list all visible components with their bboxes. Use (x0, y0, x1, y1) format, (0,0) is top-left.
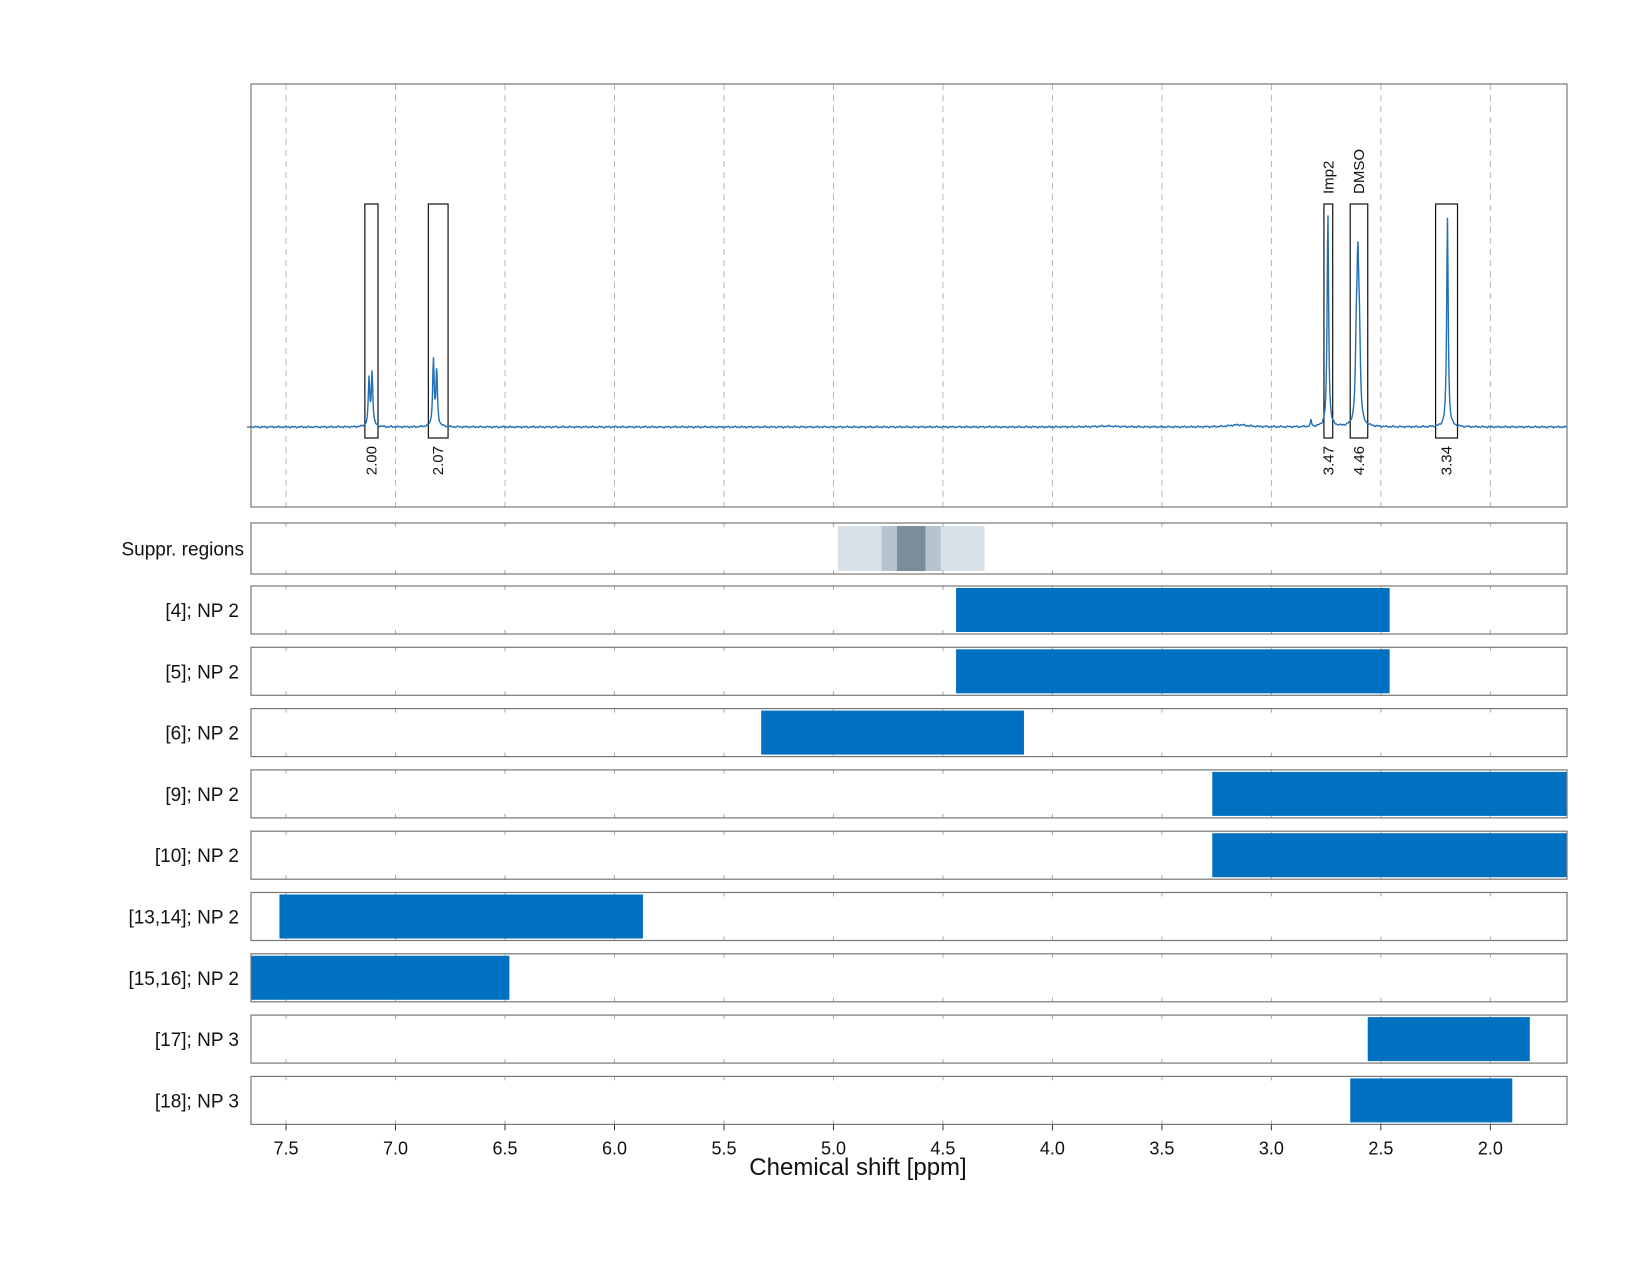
integral-value: 2.00 (363, 446, 380, 475)
assignment-bar (1212, 833, 1567, 878)
assignment-bar (761, 710, 1024, 755)
assignment-label: [5]; NP 2 (165, 662, 239, 683)
assignment-label: [13,14]; NP 2 (128, 908, 239, 929)
assignment-row: [10]; NP 2 (155, 830, 1568, 880)
suppressed-regions-label: Suppr. regions (121, 540, 244, 561)
x-tick-label: 2.0 (1478, 1138, 1503, 1158)
integration-labels: 2.00 2.07 3.47 Imp2 4.46 DMSO 3.34 (363, 149, 1455, 475)
x-tick-label: 2.5 (1368, 1138, 1393, 1158)
assignment-label: [4]; NP 2 (165, 601, 239, 622)
integration-box (1349, 203, 1369, 439)
assignment-row-bg (251, 1076, 1567, 1125)
spectrum-panel: 2.00 2.07 3.47 Imp2 4.46 DMSO 3.34 (247, 83, 1568, 508)
x-tick-label: 3.0 (1259, 1138, 1284, 1158)
x-tick-label: 5.0 (821, 1138, 846, 1158)
assignment-label: [10]; NP 2 (155, 846, 239, 867)
assignment-row: [18]; NP 3 (155, 1075, 1568, 1126)
assignment-row-frame (250, 830, 1568, 880)
assignment-row: [13,14]; NP 2 (128, 891, 1568, 942)
spectrum-line (250, 215, 1568, 429)
x-tick-label: 6.5 (492, 1138, 517, 1158)
integration-boxes (364, 203, 1459, 439)
assignment-row-frame (250, 953, 1568, 1003)
assignment-row: [15,16]; NP 2 (128, 953, 1568, 1003)
x-tick-label: 4.0 (1040, 1138, 1065, 1158)
integral-value: 4.46 (1351, 446, 1368, 475)
x-tick-label: 7.0 (383, 1138, 408, 1158)
assignment-row-frame (250, 769, 1568, 819)
assignment-bar (1350, 1078, 1513, 1123)
assignment-label: [6]; NP 2 (165, 724, 239, 745)
assignment-bar (1367, 1017, 1530, 1062)
integration-box (364, 203, 379, 439)
x-tick-label: 4.5 (930, 1138, 955, 1158)
integral-value: 3.34 (1439, 446, 1456, 475)
assignment-row-frame (250, 891, 1568, 942)
x-ticks: 7.5 7.0 6.5 6.0 5.5 5.0 4.5 4.0 3.5 3.0 2.5 2.0 (274, 1124, 1503, 1158)
x-axis: 7.5 7.0 6.5 6.0 5.5 5.0 4.5 4.0 3.5 3.0 2.5 2.0 Che… (274, 1124, 1503, 1181)
suppressed-regions-frame (250, 522, 1568, 575)
assignment-bar (956, 649, 1390, 694)
assignment-label: [17]; NP 3 (155, 1030, 239, 1051)
assignment-bar (279, 894, 643, 939)
assignment-row: [4]; NP 2 (165, 585, 1568, 635)
assignment-label: [18]; NP 3 (155, 1091, 239, 1112)
x-tick-label: 6.0 (602, 1138, 627, 1158)
assignment-bar (956, 588, 1390, 632)
integration-box (1323, 203, 1334, 439)
assignment-row: [9]; NP 2 (165, 769, 1568, 819)
x-tick-label: 5.5 (711, 1138, 736, 1158)
peak-label: Imp2 (1320, 161, 1337, 194)
x-tick-label: 3.5 (1149, 1138, 1174, 1158)
peak-label: DMSO (1351, 149, 1368, 194)
spectrum-frame (250, 83, 1568, 508)
assignment-row-frame (250, 707, 1568, 758)
assignment-row-frame (250, 1014, 1568, 1064)
assignment-row-frame (250, 1075, 1568, 1126)
assignment-label: [15,16]; NP 2 (128, 969, 239, 990)
x-axis-label: Chemical shift [ppm] (749, 1154, 966, 1181)
assignment-row: [17]; NP 3 (155, 1014, 1568, 1064)
spectrum-grid (285, 84, 1491, 507)
assignment-row: [6]; NP 2 (165, 707, 1568, 758)
suppressed-band (896, 526, 926, 571)
assignment-row: [5]; NP 2 (165, 646, 1568, 696)
integral-value: 2.07 (430, 446, 447, 475)
assignment-label: [9]; NP 2 (165, 785, 239, 806)
integration-box (1435, 203, 1459, 439)
x-tick-label: 7.5 (274, 1138, 299, 1158)
suppressed-regions-panel: Suppr. regions (121, 522, 1568, 575)
assignment-bar (1212, 771, 1567, 816)
assignment-row-frame (250, 646, 1568, 696)
integral-value: 3.47 (1320, 446, 1337, 475)
assignment-panels: [4]; NP 2 [5]; NP 2 [6]; NP 2 [9]; NP 2 [10]… (128, 585, 1568, 1126)
assignment-row-bg (251, 1015, 1567, 1064)
assignment-bar (251, 955, 510, 1000)
integration-box (427, 203, 449, 439)
assignment-row-frame (250, 585, 1568, 635)
